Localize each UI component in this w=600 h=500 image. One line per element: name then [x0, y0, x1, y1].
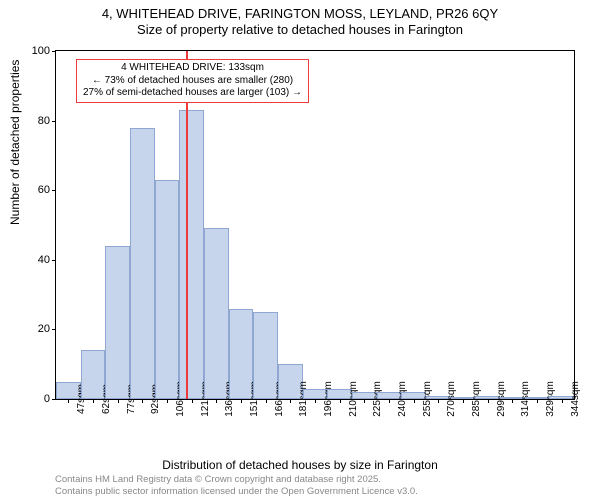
y-tick-mark	[52, 121, 56, 122]
footer-line1: Contains HM Land Registry data © Crown c…	[55, 474, 418, 486]
x-tick-mark	[118, 399, 119, 403]
y-tick-mark	[52, 399, 56, 400]
annotation-box: 4 WHITEHEAD DRIVE: 133sqm← 73% of detach…	[76, 59, 309, 103]
y-tick-mark	[52, 329, 56, 330]
footer-line2: Contains public sector information licen…	[55, 486, 418, 498]
x-tick-mark	[266, 399, 267, 403]
x-tick-label: 329sqm	[541, 381, 556, 417]
histogram-bar	[105, 246, 130, 399]
x-tick-label: 240sqm	[393, 381, 408, 417]
annotation-line3: 27% of semi-detached houses are larger (…	[83, 87, 302, 100]
x-tick-mark	[537, 399, 538, 403]
x-tick-label: 314sqm	[516, 381, 531, 417]
y-tick-mark	[52, 51, 56, 52]
x-tick-mark	[389, 399, 390, 403]
x-tick-mark	[562, 399, 563, 403]
x-tick-mark	[93, 399, 94, 403]
x-tick-mark	[364, 399, 365, 403]
x-tick-mark	[290, 399, 291, 403]
chart-footer: Contains HM Land Registry data © Crown c…	[55, 474, 418, 498]
reference-line	[186, 51, 188, 399]
histogram-bar	[179, 110, 204, 399]
chart-title-line1: 4, WHITEHEAD DRIVE, FARINGTON MOSS, LEYL…	[0, 0, 600, 21]
y-axis-label: Number of detached properties	[8, 60, 22, 225]
x-tick-label: 225sqm	[368, 381, 383, 417]
x-tick-mark	[167, 399, 168, 403]
histogram-bar	[155, 180, 180, 399]
y-tick-mark	[52, 260, 56, 261]
x-tick-mark	[340, 399, 341, 403]
x-tick-label: 255sqm	[418, 381, 433, 417]
x-tick-label: 270sqm	[442, 381, 457, 417]
x-tick-label: 299sqm	[492, 381, 507, 417]
y-tick-mark	[52, 190, 56, 191]
x-tick-mark	[438, 399, 439, 403]
x-tick-mark	[315, 399, 316, 403]
x-tick-label: 196sqm	[319, 381, 334, 417]
chart-container: 4, WHITEHEAD DRIVE, FARINGTON MOSS, LEYL…	[0, 0, 600, 500]
x-tick-mark	[512, 399, 513, 403]
x-tick-mark	[216, 399, 217, 403]
x-axis-label: Distribution of detached houses by size …	[0, 458, 600, 472]
annotation-line2: ← 73% of detached houses are smaller (28…	[83, 75, 302, 88]
chart-title-line2: Size of property relative to detached ho…	[0, 21, 600, 37]
x-tick-mark	[414, 399, 415, 403]
x-tick-mark	[241, 399, 242, 403]
x-tick-mark	[488, 399, 489, 403]
histogram-bar	[130, 128, 155, 399]
x-tick-label: 210sqm	[344, 381, 359, 417]
annotation-line1: 4 WHITEHEAD DRIVE: 133sqm	[83, 62, 302, 75]
x-tick-label: 285sqm	[467, 381, 482, 417]
x-tick-mark	[192, 399, 193, 403]
x-tick-label: 181sqm	[294, 381, 309, 417]
x-tick-mark	[68, 399, 69, 403]
plot-area: 02040608010047sqm62sqm77sqm92sqm106sqm12…	[55, 50, 575, 400]
x-tick-mark	[463, 399, 464, 403]
x-tick-label: 344sqm	[566, 381, 581, 417]
x-tick-mark	[142, 399, 143, 403]
histogram-bar	[204, 228, 229, 399]
